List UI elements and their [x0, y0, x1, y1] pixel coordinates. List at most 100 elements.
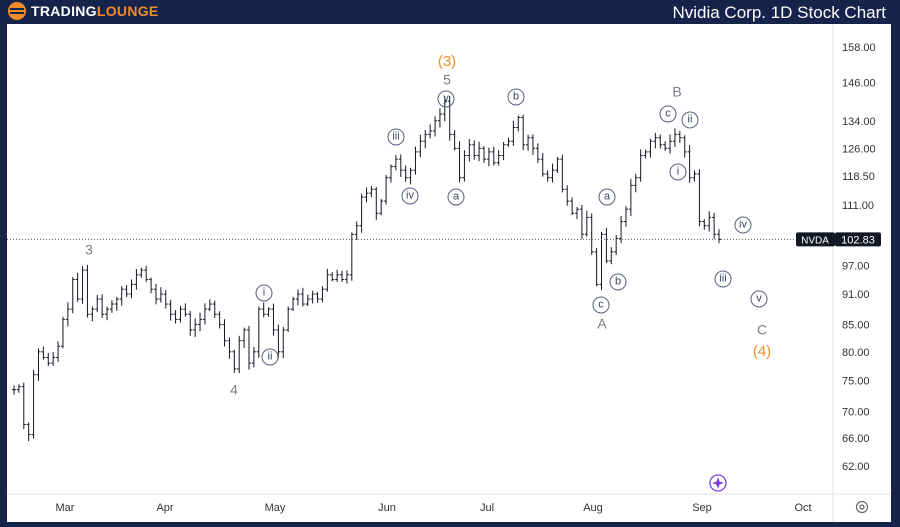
y-tick-label: 75.00 — [842, 376, 870, 388]
x-tick-label: Oct — [794, 502, 811, 514]
ohlc-bar — [403, 165, 408, 182]
ohlc-bar — [633, 173, 638, 193]
last-price-label: 102.83 — [841, 234, 875, 246]
ohlc-bar — [305, 294, 310, 307]
ohlc-bar — [496, 150, 501, 166]
ohlc-bar — [202, 303, 207, 325]
wave-label-a: a — [447, 188, 465, 206]
ohlc-bar — [144, 265, 149, 282]
wave-label-c-lower: c — [592, 296, 610, 314]
ohlc-bar — [193, 318, 198, 337]
ohlc-bar — [247, 325, 251, 370]
logo: TRADINGLOUNGE — [8, 2, 159, 20]
ohlc-bar — [619, 215, 624, 244]
ohlc-bar — [325, 268, 330, 292]
ohlc-bar — [266, 307, 271, 317]
ohlc-bar — [51, 352, 56, 366]
ohlc-bar — [65, 302, 70, 327]
ohlc-bar — [491, 146, 496, 166]
y-tick-label: 111.00 — [842, 200, 874, 212]
symbol-tag: NVDA 102.83 — [796, 232, 881, 247]
ohlc-bar — [16, 384, 21, 393]
ohlc-bar — [21, 382, 26, 430]
ohlc-bar — [344, 270, 349, 284]
ohlc-bar — [90, 306, 95, 322]
logo-icon — [8, 2, 26, 20]
ohlc-bar — [369, 186, 374, 197]
ohlc-bar — [594, 247, 599, 287]
ohlc-bar — [467, 139, 472, 162]
ohlc-bar — [41, 346, 46, 360]
ohlc-bar — [472, 140, 477, 160]
ohlc-bar — [668, 134, 673, 154]
ohlc-bar — [628, 178, 633, 217]
wave-label-i-upper: i — [669, 163, 687, 181]
ohlc-bar — [100, 294, 105, 318]
x-tick-label: Sep — [692, 502, 712, 514]
ohlc-bar — [398, 154, 403, 177]
wave-label-A: A — [597, 315, 607, 332]
x-tick-label: May — [265, 502, 286, 514]
ohlc-bar — [437, 108, 442, 128]
ohlc-bar — [129, 279, 134, 299]
ohlc-bar — [198, 312, 203, 332]
ohlc-bar — [359, 193, 364, 233]
ohlc-bar — [555, 156, 560, 173]
ohlc-bar — [717, 229, 721, 244]
ohlc-bar — [575, 207, 580, 220]
wave-label-a-lower: a — [598, 188, 616, 206]
ohlc-bar — [609, 247, 614, 265]
ohlc-bar — [207, 299, 212, 312]
ohlc-bar — [506, 137, 511, 147]
ohlc-bar — [109, 300, 114, 313]
ohlc-bar — [516, 115, 521, 132]
chart-panel[interactable]: 158.00 146.00 134.00 126.00 118.50 111.00 97.0… — [7, 24, 891, 522]
wave-label-b: b — [507, 88, 525, 106]
ohlc-bar — [46, 352, 51, 367]
ohlc-bar — [707, 211, 712, 232]
ohlc-bar — [599, 231, 604, 291]
y-tick-label: 70.00 — [842, 407, 870, 419]
ohlc-bar — [153, 283, 158, 305]
ohlc-bar — [271, 303, 276, 336]
y-tick-label: 62.00 — [842, 461, 870, 473]
ohlc-bar — [75, 272, 80, 302]
ohlc-bar — [682, 135, 687, 158]
ohlc-bar — [85, 264, 90, 318]
ohlc-bar — [212, 300, 217, 318]
price-chart[interactable]: 158.00 146.00 134.00 126.00 118.50 111.00 97.0… — [7, 24, 891, 522]
y-tick-label: 85.00 — [842, 320, 870, 332]
ohlc-bar — [702, 219, 707, 230]
ohlc-bar — [393, 154, 398, 171]
ohlc-bar — [379, 198, 384, 216]
ohlc-bar — [658, 134, 663, 149]
ohlc-bar — [139, 267, 144, 278]
ohlc-bar — [217, 311, 222, 329]
ohlc-bar — [105, 306, 110, 321]
x-tick-label: Mar — [56, 502, 75, 514]
ohlc-bar — [251, 346, 256, 368]
ohlc-bar — [183, 303, 188, 317]
ohlc-bar — [604, 227, 609, 263]
ohlc-bar — [178, 305, 183, 323]
wave-label-i-may: i — [255, 284, 273, 302]
chart-title: Nvidia Corp. 1D Stock Chart — [672, 3, 886, 22]
wave-label-3: 3 — [85, 241, 93, 258]
ohlc-bar — [570, 197, 575, 216]
wave-label-y: y — [437, 90, 455, 108]
wave-label-c: c — [659, 105, 677, 123]
settings-icon[interactable] — [855, 500, 869, 514]
ohlc-bar — [237, 335, 242, 374]
ai-sparkle-icon[interactable] — [709, 474, 727, 492]
ohlc-bar — [423, 130, 428, 149]
ohlc-bar — [70, 277, 75, 314]
wave-label-C: C — [756, 321, 768, 338]
ohlc-bar — [31, 369, 36, 439]
ohlc-bar — [643, 149, 648, 159]
wave-label-ii-upper: ii — [681, 111, 699, 129]
ohlc-bar — [712, 212, 717, 239]
ohlc-bar — [163, 289, 168, 309]
ohlc-bar — [589, 213, 594, 255]
ohlc-bar — [672, 128, 677, 147]
ohlc-bar — [482, 146, 486, 163]
